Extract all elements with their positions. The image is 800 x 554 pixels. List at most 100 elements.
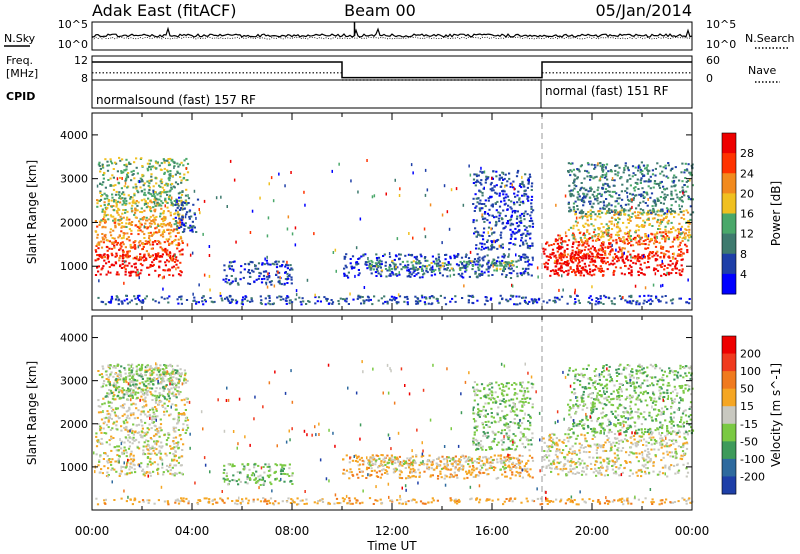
data-cell [498, 194, 501, 197]
data-cell [399, 187, 401, 191]
data-cell [602, 270, 605, 273]
data-cell [488, 265, 491, 268]
data-cell [152, 219, 155, 222]
data-cell [624, 162, 627, 165]
data-cell [168, 232, 171, 235]
data-cell [110, 391, 113, 393]
data-cell [629, 219, 632, 222]
data-cell [411, 267, 414, 270]
data-cell [111, 427, 114, 430]
data-cell [109, 271, 112, 274]
data-cell [664, 164, 667, 167]
data-cell [169, 214, 172, 217]
data-cell [543, 252, 546, 255]
data-cell [659, 182, 662, 185]
data-cell [579, 187, 582, 190]
data-cell [124, 378, 128, 381]
data-cell [617, 257, 620, 260]
data-cell [688, 236, 691, 239]
data-cell [116, 271, 119, 274]
data-cell [574, 291, 576, 295]
data-cell [536, 266, 539, 270]
data-cell [491, 260, 494, 263]
data-cell [173, 261, 177, 263]
data-cell [656, 258, 659, 261]
data-cell [286, 267, 289, 270]
data-cell [148, 234, 151, 237]
data-cell [449, 300, 452, 303]
data-cell [278, 282, 282, 285]
data-cell [149, 463, 152, 466]
data-cell [96, 440, 100, 443]
data-cell [577, 241, 580, 243]
data-cell [106, 207, 109, 209]
data-cell [234, 280, 237, 282]
data-cell [518, 220, 521, 223]
data-cell [612, 256, 615, 259]
data-cell [593, 176, 596, 179]
data-cell [184, 378, 187, 381]
data-cell [133, 385, 136, 388]
data-cell [174, 216, 177, 219]
data-cell [660, 214, 663, 217]
data-cell [127, 439, 130, 442]
data-cell [227, 300, 230, 303]
data-cell [562, 288, 564, 292]
data-cell [300, 303, 303, 306]
data-cell [95, 250, 98, 253]
data-cell [111, 196, 114, 199]
data-cell [229, 301, 232, 304]
data-cell [597, 227, 600, 229]
data-cell [108, 240, 111, 243]
data-cell [380, 260, 383, 263]
data-cell [171, 182, 174, 185]
data-cell [136, 225, 139, 228]
data-cell [652, 269, 656, 272]
data-cell [486, 254, 489, 257]
data-cell [618, 197, 621, 200]
data-cell [495, 260, 499, 263]
data-cell [144, 421, 147, 424]
data-cell [635, 216, 638, 219]
data-cell [419, 299, 422, 302]
data-cell [633, 255, 636, 258]
data-cell [688, 234, 692, 237]
data-cell [209, 288, 211, 292]
data-cell [165, 159, 168, 162]
data-cell [124, 264, 127, 267]
data-cell [249, 231, 252, 234]
data-cell [392, 273, 395, 276]
data-cell [290, 278, 293, 281]
data-cell [574, 258, 577, 261]
data-cell [511, 264, 514, 266]
data-cell [143, 431, 146, 434]
data-cell [134, 262, 137, 265]
data-cell [148, 239, 152, 242]
data-cell [185, 157, 188, 160]
data-cell [374, 262, 377, 265]
data-cell [177, 416, 180, 419]
data-cell [137, 363, 140, 366]
data-cell [99, 428, 102, 431]
data-cell [155, 448, 158, 451]
data-cell [163, 249, 166, 252]
data-cell [96, 236, 99, 239]
data-cell [600, 260, 603, 263]
data-cell [591, 239, 594, 242]
data-cell [282, 260, 285, 263]
data-cell [594, 268, 597, 271]
data-cell [570, 209, 573, 212]
data-cell [139, 372, 142, 375]
data-cell [460, 275, 463, 278]
data-cell [472, 219, 475, 222]
data-cell [326, 298, 329, 300]
data-cell [638, 302, 641, 305]
data-cell [116, 407, 119, 410]
data-cell [414, 295, 417, 298]
data-cell [108, 301, 111, 304]
data-cell [608, 185, 611, 188]
data-cell [114, 193, 118, 196]
data-cell [479, 242, 482, 245]
data-cell [171, 372, 174, 375]
